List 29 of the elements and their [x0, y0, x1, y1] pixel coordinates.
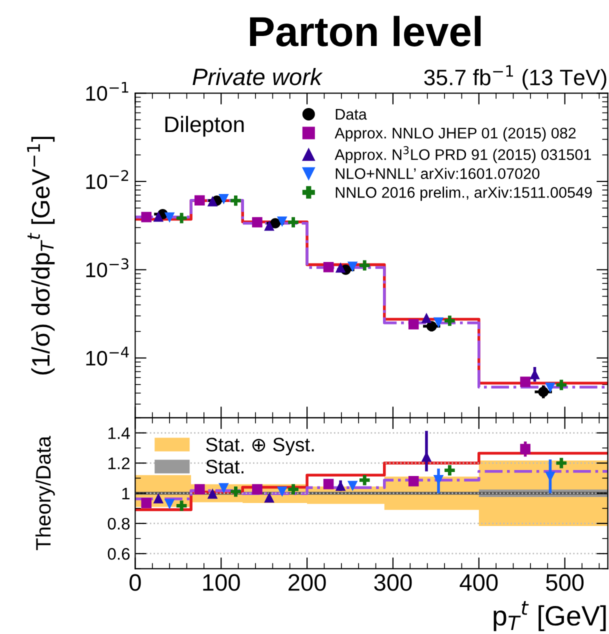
legend-label: Data	[336, 109, 367, 120]
annotation: Dilepton	[165, 116, 244, 137]
x-tick-label: 500	[546, 574, 584, 591]
x-tick-label: 200	[288, 574, 326, 591]
y-tick-label: 1	[122, 488, 130, 500]
y-tick-label: 0.6	[108, 548, 130, 560]
y-tick-label: 10$^{−4}$	[86, 346, 129, 366]
y-tick-label: 10$^{−3}$	[86, 258, 128, 278]
legend-label: NNLO 2016 prelim., arXiv:1511.00549	[336, 186, 592, 201]
y-tick-label: 10$^{−1}$	[86, 82, 128, 101]
y-tick-label: 1.2	[108, 457, 130, 470]
legend-label: Approx. N$^{3}$LO PRD 91 (2015) 031501	[334, 146, 591, 164]
y-tick-label: 0.8	[108, 518, 130, 530]
x-tick-label: 300	[374, 574, 412, 591]
y-axis-title: (1/σ) dσ/dp$_{T}$$^{t}$ [GeV$^{−1}$]	[27, 136, 55, 374]
legend-label: Stat.	[206, 460, 244, 474]
x-tick-label: 400	[460, 574, 498, 591]
text: Private work	[192, 68, 323, 86]
y-tick-label: 10$^{−2}$	[86, 170, 128, 190]
legend-label: Stat. ⊕ Syst.	[206, 438, 314, 456]
text: 35.7 fb$^{−1}$ (13 TeV)	[424, 65, 606, 90]
y-tick-label: 1.4	[108, 427, 130, 439]
chart-title: Parton level	[250, 16, 481, 46]
legend-label: NLO+NNLL’ arXiv:1601.07020	[336, 168, 540, 180]
x-axis-title: p$_{T}$$^{t}$ [GeV]	[494, 601, 606, 632]
x-tick-label: 0	[130, 574, 141, 591]
legend-label: Approx. NNLO JHEP 01 (2015) 082	[334, 127, 576, 142]
x-tick-label: 100	[203, 574, 240, 591]
y-axis-title: Theory/Data	[35, 436, 55, 550]
